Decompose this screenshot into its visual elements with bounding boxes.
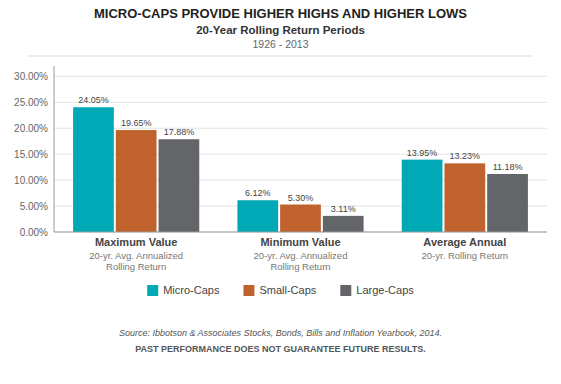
y-axis-line (54, 66, 55, 232)
y-tick-label: 5.00% (20, 201, 48, 212)
legend-swatch (340, 285, 351, 296)
bar (444, 163, 485, 232)
annotation: PAST PERFORMANCE DOES NOT GUARANTEE FUTU… (135, 344, 426, 354)
x-tick-label: Average Annual (423, 236, 506, 248)
data-label: 17.88% (164, 127, 195, 137)
y-tick-label: 25.00% (14, 97, 48, 108)
x-tick-label: 20-yr. Rolling Return (422, 250, 509, 261)
y-tick-label: 20.00% (14, 123, 48, 134)
grid-line (54, 76, 547, 77)
x-axis-line (54, 232, 547, 233)
legend-label: Small-Caps (259, 284, 316, 296)
bar (280, 205, 321, 232)
separator (28, 56, 533, 57)
data-label: 24.05% (78, 95, 109, 105)
legend-item: Small-Caps (243, 284, 316, 296)
bar (159, 139, 200, 232)
data-label: 6.12% (245, 188, 271, 198)
data-labels: 24.05% 6.12% 13.95% 19.65% 5.30% 13.23% 17.88%… (78, 95, 522, 214)
legend-label: Micro-Caps (163, 284, 220, 296)
x-axis: Maximum Value20-yr. Avg. AnnualizedRolli… (89, 236, 508, 272)
y-tick-label: 15.00% (14, 149, 48, 160)
y-tick-label: 30.00% (14, 71, 48, 82)
x-tick-label: Minimum Value (260, 236, 340, 248)
data-label: 11.18% (493, 162, 523, 172)
legend-item: Micro-Caps (147, 284, 220, 296)
grid-line (54, 102, 547, 103)
title: MICRO-CAPS PROVIDE HIGHER HIGHS AND HIGH… (94, 6, 467, 21)
x-tick-label: Rolling Return (270, 261, 330, 272)
legend-swatch (147, 285, 158, 296)
background (0, 0, 561, 384)
subtitle: 20-Year Rolling Return Periods (196, 24, 365, 36)
bar (116, 130, 157, 232)
data-label: 13.95% (407, 148, 438, 158)
legend-item: Large-Caps (340, 284, 414, 296)
data-label: 5.30% (288, 193, 314, 203)
legend-label: Large-Caps (356, 284, 414, 296)
y-axis: 0.00% 5.00% 10.00% 15.00% 20.00% 25.00% 30.00% (14, 66, 547, 238)
x-tick-label: 20-yr. Avg. Annualized (89, 250, 183, 261)
page: {"chart_data": { "type": "bar", "title":… (0, 0, 561, 384)
bar (402, 160, 443, 232)
subtitle: 1926 - 2013 (252, 38, 308, 50)
y-tick-label: 10.00% (14, 175, 48, 186)
bar (323, 216, 364, 232)
bar (237, 200, 278, 232)
legend-swatch (243, 285, 254, 296)
chart: MICRO-CAPS PROVIDE HIGHER HIGHS AND HIGH… (0, 0, 561, 384)
bar (487, 174, 528, 232)
x-tick-label: Rolling Return (106, 261, 166, 272)
data-label: 3.11% (331, 204, 356, 214)
data-label: 19.65% (121, 118, 152, 128)
grid-line (54, 232, 547, 233)
bars (73, 107, 528, 232)
y-tick-label: 0.00% (20, 227, 48, 238)
bar (73, 107, 114, 232)
x-tick-label: Maximum Value (95, 236, 178, 248)
data-label: 13.23% (450, 151, 481, 161)
legend: Micro-Caps Small-Caps Large-Caps (147, 284, 414, 296)
annotation: Source: Ibbotson & Associates Stocks, Bo… (119, 328, 442, 338)
x-tick-label: 20-yr. Avg. Annualized (254, 250, 348, 261)
